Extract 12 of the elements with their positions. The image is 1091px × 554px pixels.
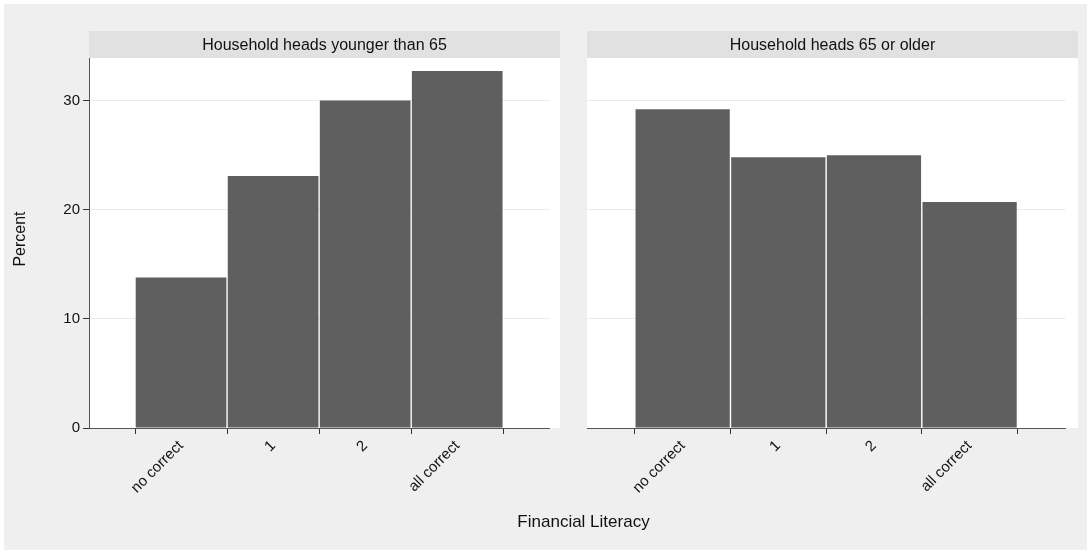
- y-tick-label: 10: [63, 309, 80, 326]
- y-tick-label: 30: [63, 90, 80, 108]
- y-tick-label: 20: [63, 199, 80, 217]
- y-axis-title: Percent: [11, 210, 29, 269]
- y-tick-label: 0: [71, 418, 80, 436]
- x-axis-title: Financial Literacy: [516, 512, 651, 532]
- x-tick-label: 2: [861, 436, 880, 455]
- x-tick-label: 1: [765, 436, 784, 455]
- chart-title: Household heads 65 or older: [587, 31, 1078, 58]
- chart-title: Household heads younger than 65: [89, 31, 560, 58]
- x-tick-label: 1: [260, 436, 279, 455]
- x-tick-label: 2: [352, 436, 371, 455]
